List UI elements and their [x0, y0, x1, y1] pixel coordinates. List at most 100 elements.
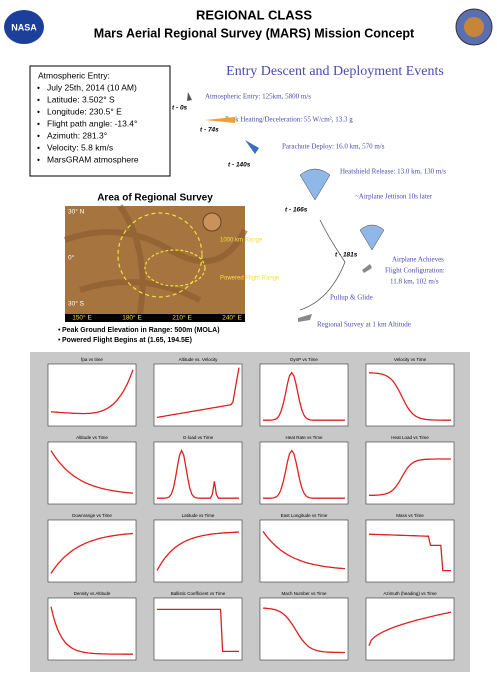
map-lon-bar — [65, 314, 245, 322]
plot-frame — [259, 519, 349, 583]
map-terrain — [63, 204, 248, 315]
entry-bullet: • — [37, 154, 40, 164]
map-lon-label: 150° E — [72, 314, 92, 322]
plot-title: Altitude vs. Velocity — [179, 357, 219, 362]
map-lat-label: 0° — [68, 254, 75, 262]
plot-frame — [365, 597, 455, 661]
plot-frame — [365, 441, 455, 505]
plot-curve — [262, 607, 345, 654]
event-time: t - 181s — [335, 252, 358, 259]
plot-title: G-load vs Time — [183, 435, 214, 440]
event-label: Parachute Deploy: 16.0 km, 570 m/s — [282, 143, 385, 151]
airplane-2 — [298, 314, 312, 322]
entry-box-title: Atmospheric Entry: — [38, 70, 110, 80]
plot-title: Mass vs Time — [396, 513, 424, 518]
header-subtitle: Mars Aerial Regional Survey (MARS) Missi… — [94, 26, 415, 40]
plot-curve — [368, 533, 451, 572]
plot-curve — [156, 367, 240, 419]
plot-title: Heat Load vs Time — [391, 435, 429, 440]
plot-curve — [157, 608, 239, 653]
plot-curve — [262, 531, 346, 570]
event-time: t - 0s — [172, 105, 188, 112]
entry-bullet: • — [37, 118, 40, 128]
plot-curve — [157, 449, 239, 499]
plot-curve — [50, 532, 134, 574]
plot-frame — [153, 441, 243, 505]
event-label: Heatshield Release: 13.0 km, 130 m/s — [340, 168, 446, 176]
heating-streak — [205, 117, 235, 123]
plot-title: Mach Number vs Time — [281, 591, 327, 596]
airplane-1 — [362, 264, 372, 273]
map-crater — [202, 212, 222, 232]
header-title: REGIONAL CLASS — [196, 7, 312, 22]
plot-frame — [153, 519, 243, 583]
chute-2 — [359, 224, 385, 251]
events-title: Entry Descent and Deployment Events — [226, 64, 444, 79]
event-label: Atmospheric Entry: 125km, 5800 m/s — [205, 93, 311, 101]
range-circle — [117, 212, 203, 298]
plot-frame — [365, 519, 455, 583]
plot-title: Downrange vs Time — [72, 513, 112, 518]
note: Powered Flight Begins at (1.65, 194.5E) — [62, 337, 192, 344]
plot-curve — [263, 449, 345, 499]
map-lon-label: 240° E — [222, 314, 242, 322]
plot-curve — [50, 606, 133, 655]
plot-title: East Longitude vs Time — [281, 513, 328, 518]
plot-title: Azimuth (heading) vs Time — [383, 591, 437, 596]
entry-vehicle — [187, 92, 192, 101]
plot-title: DynP vs Time — [290, 357, 318, 362]
plot-frame — [259, 363, 349, 427]
plot-frame — [47, 441, 137, 505]
plot-frame — [259, 597, 349, 661]
plot-title: Velocity vs Time — [394, 357, 427, 362]
map-title: Area of Regional Survey — [97, 193, 213, 204]
range-label: 1000 km Range — [220, 238, 263, 244]
powered-range — [144, 249, 206, 287]
capsule-chute — [245, 140, 259, 154]
plot-title: Heat Rate vs Time — [285, 435, 323, 440]
plot-title: fpa vs time — [81, 357, 103, 362]
entry-bullet: • — [37, 106, 40, 116]
entry-bullet: • — [37, 142, 40, 152]
note-bullet: • — [58, 327, 61, 334]
plot-curve — [263, 371, 345, 421]
map-lat-label: 30° N — [68, 208, 85, 216]
plot-curve — [368, 611, 452, 647]
mission-emblem-planet — [464, 17, 484, 37]
event-time: t - 140s — [228, 162, 251, 169]
entry-item: MarsGRAM atmosphere — [47, 154, 139, 164]
event-time: t - 74s — [200, 127, 219, 134]
nasa-logo — [4, 10, 44, 44]
plot-curve — [369, 372, 451, 421]
plot-frame — [47, 597, 137, 661]
plot-frame — [47, 519, 137, 583]
note: Peak Ground Elevation in Range: 500m (MO… — [62, 327, 220, 334]
plot-curve — [50, 369, 134, 415]
entry-item: Azimuth: 281.3° — [47, 130, 107, 140]
event-time: t - 166s — [285, 207, 308, 214]
plot-curve — [369, 458, 451, 496]
powered-label: Powered Flight Range — [220, 276, 280, 282]
plot-curve — [156, 531, 240, 571]
entry-item: Velocity: 5.8 km/s — [47, 142, 113, 152]
plot-frame — [259, 441, 349, 505]
plot-curve — [50, 450, 134, 494]
chute-1 — [299, 168, 331, 201]
note-bullet: • — [58, 337, 61, 344]
event-label: Pullup & Glide — [330, 294, 373, 302]
plot-title: Latitude vs Time — [182, 513, 215, 518]
entry-bullet: • — [37, 130, 40, 140]
plot-title: Altitude vs Time — [76, 435, 108, 440]
entry-item: Flight path angle: -13.4° — [47, 118, 137, 128]
plot-frame — [153, 597, 243, 661]
event-label: ~Airplane Jettison 10s later — [355, 193, 433, 201]
plot-title: Ballistic Coefficient vs Time — [171, 591, 226, 596]
nasa-logo-text: NASA — [11, 22, 37, 32]
entry-bullet: • — [37, 82, 40, 92]
entry-item: Latitude: 3.502° S — [47, 94, 115, 104]
entry-box — [29, 65, 171, 177]
plot-frame — [47, 363, 137, 427]
event-label: Regional Survey at 1 km Altitude — [317, 321, 411, 329]
event-label: Flight Configuration: — [385, 267, 445, 275]
